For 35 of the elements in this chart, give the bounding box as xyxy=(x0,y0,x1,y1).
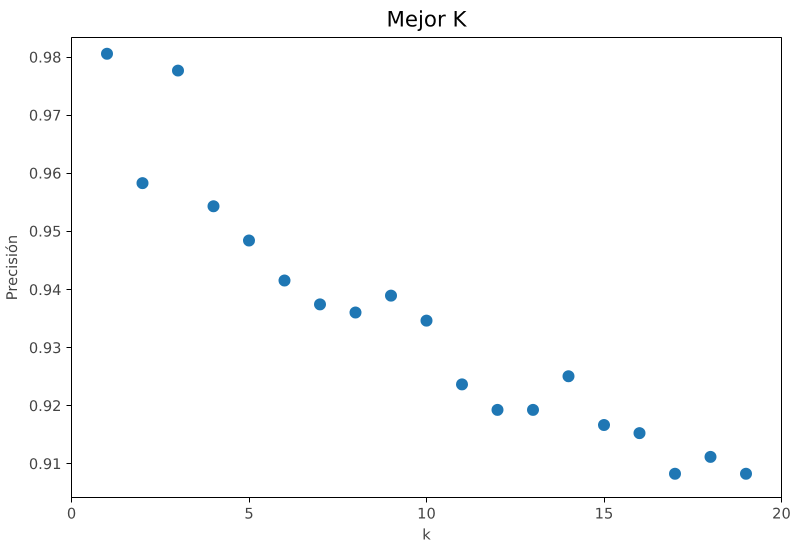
point xyxy=(101,48,113,60)
x-tick-label: 20 xyxy=(772,506,791,522)
x-axis-title: k xyxy=(422,526,432,544)
x-tick-label: 5 xyxy=(244,506,254,522)
y-axis-title: Precisión xyxy=(4,234,21,300)
point xyxy=(385,290,397,302)
point xyxy=(278,274,290,287)
chart-title: Mejor K xyxy=(386,8,468,32)
x-tick-label: 0 xyxy=(66,506,76,522)
y-tick-label: 0.94 xyxy=(28,282,62,299)
point xyxy=(740,468,752,480)
point xyxy=(243,234,255,247)
point xyxy=(669,468,681,480)
x-tick-label: 15 xyxy=(594,506,614,522)
y-tick-label: 0.91 xyxy=(28,456,62,473)
point xyxy=(598,419,610,431)
point xyxy=(420,314,432,327)
point xyxy=(456,378,468,390)
point xyxy=(562,370,574,382)
y-tick-label: 0.95 xyxy=(28,224,62,241)
point xyxy=(208,200,220,212)
point xyxy=(350,306,362,318)
point xyxy=(136,177,148,190)
point xyxy=(704,450,716,463)
y-tick-label: 0.92 xyxy=(28,398,62,415)
x-tick-label: 10 xyxy=(417,506,436,522)
point xyxy=(492,404,504,416)
point xyxy=(314,298,326,310)
point xyxy=(172,64,184,77)
point xyxy=(634,427,646,440)
y-tick-label: 0.96 xyxy=(28,166,62,183)
y-tick-label: 0.98 xyxy=(28,50,62,67)
point xyxy=(527,404,539,416)
y-tick-label: 0.93 xyxy=(28,340,62,357)
y-tick-label: 0.97 xyxy=(28,108,62,125)
